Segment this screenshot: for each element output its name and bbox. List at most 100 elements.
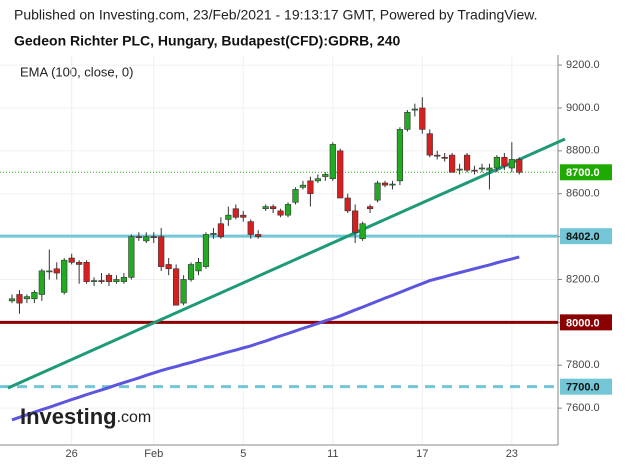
price-tag-label: 8700.0 bbox=[566, 167, 600, 179]
candle-body bbox=[225, 214, 232, 220]
candle-body bbox=[232, 208, 239, 218]
published-note: Published on Investing.com, 23/Feb/2021 … bbox=[14, 7, 538, 23]
candle-body bbox=[292, 189, 299, 203]
candle-body bbox=[381, 182, 389, 186]
candle-body bbox=[38, 270, 45, 295]
candle-body bbox=[143, 236, 150, 242]
candle-body bbox=[202, 234, 210, 267]
price-tag bbox=[560, 228, 612, 245]
candle-body bbox=[217, 223, 224, 237]
price-tag-label: 8402.0 bbox=[566, 231, 600, 243]
candle-body bbox=[456, 168, 463, 171]
plot-area: 7600.07800.08000.08200.08400.08600.08800… bbox=[0, 55, 612, 460]
logo: Investing.com bbox=[20, 404, 151, 429]
candle-body bbox=[105, 274, 113, 282]
candle-body bbox=[61, 259, 68, 293]
candle-body bbox=[53, 268, 60, 274]
candle-body bbox=[352, 210, 359, 233]
y-tick-label: 9000.0 bbox=[566, 102, 600, 114]
y-tick-label: 8600.0 bbox=[566, 188, 600, 200]
price-tag-label: 8000.0 bbox=[566, 317, 600, 329]
candle-body bbox=[247, 221, 254, 235]
candle-body bbox=[210, 233, 217, 235]
candle-body bbox=[486, 167, 493, 171]
candle-body bbox=[441, 156, 448, 159]
candle-body bbox=[471, 169, 478, 172]
candle-body bbox=[113, 279, 120, 282]
x-tick-label: 17 bbox=[416, 448, 428, 460]
y-tick-label: 8200.0 bbox=[566, 273, 600, 285]
candle-body bbox=[478, 167, 486, 170]
candle-body bbox=[90, 280, 98, 282]
candle-body bbox=[419, 107, 426, 130]
candle-body bbox=[165, 264, 172, 270]
candle-body bbox=[277, 210, 284, 216]
price-tag-label: 7700.0 bbox=[566, 382, 600, 394]
candle-body bbox=[98, 280, 105, 282]
price-tag bbox=[560, 378, 612, 395]
chart-title: Gedeon Richter PLC, Hungary, Budapest(CF… bbox=[14, 33, 401, 49]
candle-body bbox=[173, 268, 180, 306]
x-tick-label: 26 bbox=[66, 448, 78, 460]
candle-body bbox=[449, 154, 456, 173]
candle-body bbox=[31, 292, 38, 300]
candle-body bbox=[83, 262, 90, 282]
logo-suffix: .com bbox=[117, 409, 152, 426]
candle-body bbox=[374, 182, 381, 201]
candle-body bbox=[404, 111, 411, 130]
indicator-label: EMA (100, close, 0) bbox=[20, 64, 133, 79]
price-tag bbox=[560, 314, 612, 331]
candle-body bbox=[344, 197, 351, 212]
candle-body bbox=[180, 279, 187, 304]
x-tick-label: 11 bbox=[327, 448, 338, 460]
y-tick-label: 7600.0 bbox=[566, 402, 600, 414]
candle-body bbox=[307, 180, 314, 195]
x-tick-label: Feb bbox=[144, 448, 163, 460]
candle-body bbox=[128, 236, 135, 278]
candle-body bbox=[68, 257, 75, 263]
candle-body bbox=[299, 184, 307, 188]
candle-body bbox=[322, 174, 329, 177]
candle-body bbox=[23, 296, 31, 300]
candle-body bbox=[493, 156, 501, 169]
ema-line bbox=[11, 255, 520, 422]
candle-body bbox=[337, 150, 344, 199]
price-tag bbox=[560, 164, 612, 181]
candle-body bbox=[120, 277, 127, 282]
candle-body bbox=[389, 183, 396, 186]
x-tick-label: 5 bbox=[240, 448, 246, 460]
candle-body bbox=[46, 270, 53, 273]
candle-body bbox=[16, 294, 23, 304]
trend-line bbox=[7, 137, 566, 390]
candle-body bbox=[135, 236, 142, 238]
candle-body bbox=[240, 214, 247, 218]
candle-body bbox=[508, 159, 515, 169]
candle-body bbox=[269, 206, 277, 210]
y-tick-label: 8800.0 bbox=[566, 145, 600, 157]
candle-body bbox=[411, 108, 418, 111]
candle-body bbox=[262, 206, 269, 210]
candle-body bbox=[195, 262, 202, 272]
x-tick-label: 23 bbox=[506, 448, 518, 460]
candle-body bbox=[255, 234, 262, 237]
candle-body bbox=[314, 178, 321, 182]
candle-body bbox=[359, 223, 366, 240]
candle-body bbox=[284, 204, 292, 216]
candle-body bbox=[516, 159, 523, 173]
y-tick-label: 9200.0 bbox=[566, 59, 600, 71]
candle-body bbox=[76, 262, 83, 265]
candle-body bbox=[329, 144, 336, 180]
candle-body bbox=[501, 156, 508, 167]
candle-body bbox=[158, 236, 165, 267]
candle-body bbox=[434, 154, 441, 157]
y-tick-label: 7800.0 bbox=[566, 359, 600, 371]
candle-body bbox=[396, 129, 404, 182]
candle-body bbox=[187, 264, 195, 280]
candle-body bbox=[150, 236, 157, 238]
candle-body bbox=[366, 206, 374, 210]
candle-body bbox=[8, 298, 16, 302]
candle-body bbox=[426, 133, 433, 156]
candle-body bbox=[463, 154, 471, 171]
logo-main: Investing bbox=[20, 404, 117, 429]
